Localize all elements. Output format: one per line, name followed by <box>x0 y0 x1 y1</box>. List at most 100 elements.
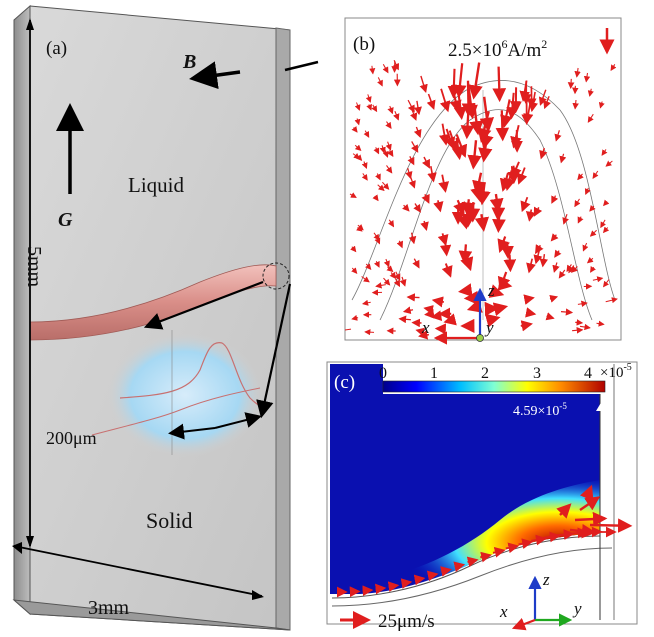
current-arrow <box>372 194 379 202</box>
current-arrow <box>605 297 618 304</box>
current-arrow <box>577 173 584 181</box>
current-arrow <box>374 260 380 268</box>
b-axis-y-label: y <box>484 318 494 337</box>
current-arrow <box>598 101 605 109</box>
current-arrow <box>373 232 380 241</box>
zoom-arrow-left <box>143 280 264 330</box>
current-arrow <box>375 282 386 289</box>
current-arrow <box>361 161 368 169</box>
current-arrow <box>535 244 544 255</box>
current-arrow <box>430 310 443 322</box>
current-arrow <box>551 195 559 204</box>
current-arrow <box>439 240 452 257</box>
current-arrow <box>474 214 490 232</box>
scale-200um-arrow-r <box>214 412 262 429</box>
current-arrow <box>361 173 368 181</box>
current-arrow <box>587 88 594 97</box>
current-arrow <box>506 92 519 120</box>
current-arrow <box>479 96 495 133</box>
current-arrow <box>510 161 522 179</box>
velocity-arrow <box>518 538 533 550</box>
current-arrow <box>385 141 392 151</box>
current-arrow <box>549 294 559 303</box>
plate-edge <box>275 27 291 631</box>
current-arrow <box>354 102 361 111</box>
current-arrow <box>408 176 416 189</box>
current-arrow <box>469 102 484 136</box>
b-scale-text: 2.5×106A/m2 <box>448 37 547 61</box>
plate-side <box>13 4 31 616</box>
current-arrow <box>605 160 613 167</box>
current-arrow <box>539 254 549 268</box>
current-arrow <box>554 130 562 142</box>
current-arrow <box>354 118 361 126</box>
current-arrow <box>402 306 414 315</box>
velocity-arrow <box>413 574 426 586</box>
current-arrow <box>601 149 608 156</box>
current-arrow <box>385 165 393 174</box>
current-arrow <box>552 262 560 273</box>
current-arrow <box>458 283 473 297</box>
solid-label: Solid <box>146 508 192 533</box>
panel-a-label: (a) <box>46 38 67 59</box>
current-arrow <box>567 78 575 90</box>
current-arrow <box>382 63 389 74</box>
current-arrow <box>412 258 420 269</box>
current-arrow <box>602 226 610 234</box>
velocity-arrow <box>453 561 466 573</box>
current-arrow <box>354 144 362 151</box>
current-arrow <box>538 89 547 106</box>
current-arrow <box>426 93 436 110</box>
colorbar <box>382 380 606 393</box>
current-arrow <box>589 229 597 237</box>
current-arrow <box>503 254 517 273</box>
current-arrow <box>519 80 530 102</box>
velocity-arrow <box>426 570 439 582</box>
current-arrow <box>575 319 584 326</box>
current-arrow <box>478 132 493 163</box>
width-dim-tip-r <box>252 590 264 600</box>
c-axis-x-label: x <box>499 602 508 621</box>
current-density-arrows <box>345 59 618 340</box>
scale-200um-label: 200μm <box>46 428 97 448</box>
current-arrow <box>377 184 385 192</box>
panel-c-hot-region <box>330 480 600 594</box>
current-arrow <box>349 192 357 198</box>
current-arrow <box>574 198 581 208</box>
current-arrow <box>528 91 538 113</box>
current-arrow <box>517 167 528 185</box>
current-arrow <box>523 294 535 305</box>
current-arrow <box>579 323 591 331</box>
height-dim-tip-top <box>26 18 34 30</box>
zoom-curve-2 <box>91 387 261 436</box>
g-label: G <box>58 209 73 231</box>
current-arrow <box>350 245 357 253</box>
current-arrow <box>398 315 411 324</box>
zoom-profile <box>119 342 263 408</box>
current-arrow <box>489 193 504 213</box>
current-arrow <box>383 258 390 268</box>
current-arrow <box>438 174 450 193</box>
current-arrow <box>495 110 510 142</box>
liquid-label: Liquid <box>128 173 184 197</box>
current-arrow <box>356 225 363 232</box>
width-dim-tip-l <box>12 542 22 554</box>
colorbar-tick: 0 <box>379 365 387 382</box>
b-axis-x-label: x <box>421 318 430 337</box>
current-arrow <box>526 258 536 274</box>
velocity-arrow <box>574 511 608 527</box>
c-axis-x-arrow <box>511 617 536 631</box>
current-arrow <box>592 276 604 283</box>
current-arrow <box>361 299 371 306</box>
current-arrow <box>559 153 567 164</box>
panel-b-outline-inner <box>379 109 593 321</box>
current-arrow <box>543 96 551 110</box>
b-axis-y-dot <box>476 334 484 342</box>
c-axis-z-label: z <box>542 570 550 589</box>
current-arrow <box>587 113 594 123</box>
current-arrow <box>583 72 591 83</box>
current-arrow <box>399 276 407 287</box>
colorbar-ticks: 0 1 2 3 4 <box>379 365 592 382</box>
velocity-arrow <box>505 542 520 554</box>
